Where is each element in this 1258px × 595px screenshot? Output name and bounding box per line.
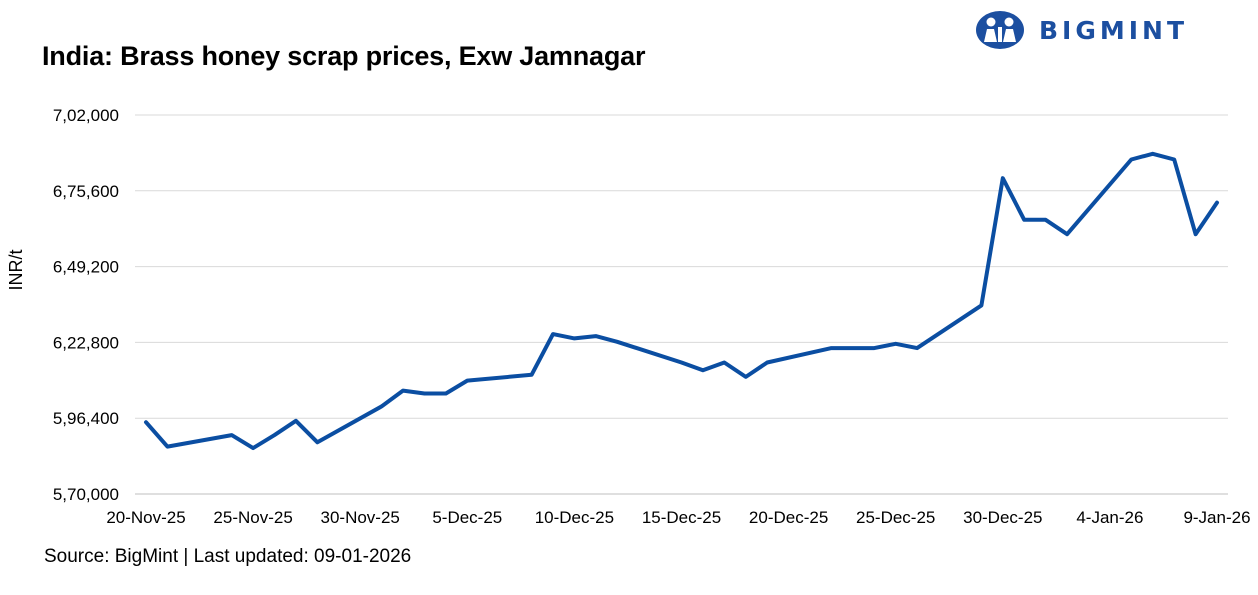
data-point (144, 420, 148, 424)
data-point (1001, 176, 1005, 180)
data-point (744, 375, 748, 379)
data-point (422, 392, 426, 396)
data-point (1022, 218, 1026, 222)
data-point (294, 419, 298, 423)
gridlines (135, 114, 1228, 495)
x-tick-label: 20-Nov-25 (106, 508, 185, 527)
data-point (1044, 218, 1048, 222)
data-point (465, 379, 469, 383)
data-point (230, 433, 234, 437)
data-point (680, 360, 684, 364)
x-tick-label: 9-Jan-26 (1183, 508, 1250, 527)
x-tick-label: 5-Dec-25 (432, 508, 502, 527)
x-tick-label: 10-Dec-25 (535, 508, 614, 527)
x-tick-label: 15-Dec-25 (642, 508, 721, 527)
data-point (380, 404, 384, 408)
data-point (979, 303, 983, 307)
y-tick-label: 6,75,600 (53, 182, 119, 201)
chart-title: India: Brass honey scrap prices, Exw Jam… (42, 41, 646, 71)
data-point (530, 373, 534, 377)
y-axis-label: INR/t (6, 249, 26, 290)
data-point (165, 445, 169, 449)
data-point (315, 440, 319, 444)
brand-name: BIGMINT (1039, 15, 1189, 45)
y-tick-label: 7,02,000 (53, 106, 119, 125)
data-point (1129, 158, 1133, 162)
data-point (1065, 232, 1069, 236)
data-point (273, 433, 277, 437)
x-tick-label: 25-Nov-25 (213, 508, 292, 527)
data-point (572, 336, 576, 340)
data-point (551, 332, 555, 336)
x-tick-label: 4-Jan-26 (1076, 508, 1143, 527)
x-tick-label: 30-Nov-25 (321, 508, 400, 527)
data-point (872, 346, 876, 350)
data-point (1194, 232, 1198, 236)
data-point (594, 334, 598, 338)
y-tick-label: 6,22,800 (53, 333, 119, 352)
y-tick-label: 5,96,400 (53, 409, 119, 428)
y-tick-label: 6,49,200 (53, 258, 119, 277)
x-tick-label: 25-Dec-25 (856, 508, 935, 527)
data-point (1151, 152, 1155, 156)
data-point (829, 346, 833, 350)
series-line (144, 151, 1219, 451)
data-point (701, 368, 705, 372)
data-point (1215, 201, 1219, 205)
source-note: Source: BigMint | Last updated: 09-01-20… (44, 546, 412, 567)
data-point (401, 389, 405, 393)
bigmint-logo-icon (976, 11, 1024, 49)
data-point (894, 342, 898, 346)
data-point (615, 340, 619, 344)
x-tick-label: 30-Dec-25 (963, 508, 1042, 527)
data-point (444, 392, 448, 396)
data-point (251, 446, 255, 450)
data-point (915, 346, 919, 350)
x-axis-ticks: 20-Nov-25 25-Nov-25 30-Nov-25 5-Dec-25 10-De… (106, 508, 1250, 527)
x-tick-label: 20-Dec-25 (749, 508, 828, 527)
y-tick-label: 5,70,000 (53, 485, 119, 504)
data-point (765, 360, 769, 364)
data-point (1172, 158, 1176, 162)
series-group (144, 151, 1219, 451)
data-point (722, 360, 726, 364)
brand-logo: BIGMINT (975, 8, 1188, 52)
data-point (851, 346, 855, 350)
y-axis-ticks: 5,70,000 5,96,400 6,22,800 6,49,200 6,75,600… (53, 106, 119, 504)
